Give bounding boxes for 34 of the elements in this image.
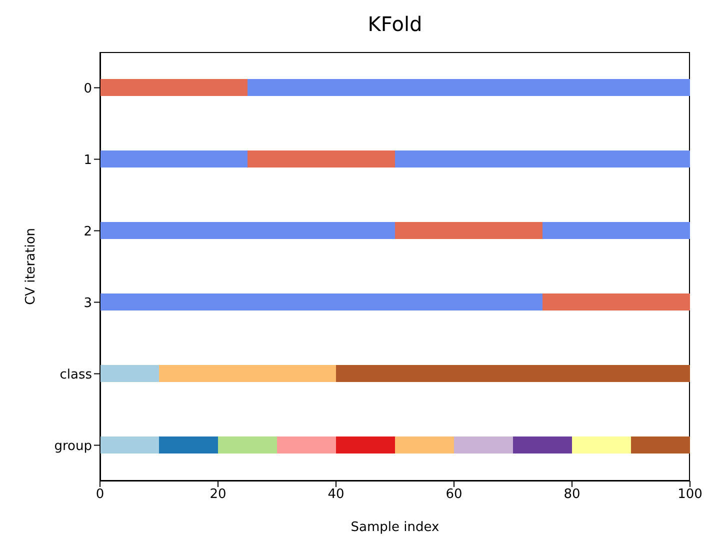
x-tick-label: 60 xyxy=(446,487,462,502)
y-tick-label: group xyxy=(54,438,92,454)
bar xyxy=(395,150,690,168)
y-axis-title: CV iteration xyxy=(24,228,39,306)
x-tick-label: 80 xyxy=(564,487,580,502)
bar xyxy=(513,436,572,454)
x-tick-label: 0 xyxy=(96,487,104,502)
bar xyxy=(542,222,690,239)
y-tick-label: 1 xyxy=(84,152,92,168)
y-tick-label: 2 xyxy=(84,224,92,240)
x-tick-label: 40 xyxy=(328,487,344,502)
bar xyxy=(248,150,395,168)
y-tick-label: 0 xyxy=(84,81,92,96)
bar xyxy=(572,436,631,454)
bar xyxy=(336,436,395,454)
bar xyxy=(277,436,336,454)
bar xyxy=(395,222,542,239)
bar xyxy=(631,436,690,454)
bar xyxy=(100,222,395,239)
y-tick-label: 3 xyxy=(84,296,92,311)
bar xyxy=(218,436,277,454)
chart-title: KFold xyxy=(366,12,424,36)
x-tick-label: 100 xyxy=(678,487,702,502)
bar xyxy=(100,150,248,168)
bar xyxy=(395,436,454,454)
x-tick-label: 20 xyxy=(210,487,226,502)
bar xyxy=(100,436,159,454)
bar xyxy=(454,436,513,454)
x-axis-title: Sample index xyxy=(350,520,440,535)
bar xyxy=(100,365,159,382)
bar xyxy=(159,436,218,454)
bar xyxy=(542,294,690,310)
y-tick-label: class xyxy=(60,367,92,382)
bar xyxy=(100,294,542,310)
